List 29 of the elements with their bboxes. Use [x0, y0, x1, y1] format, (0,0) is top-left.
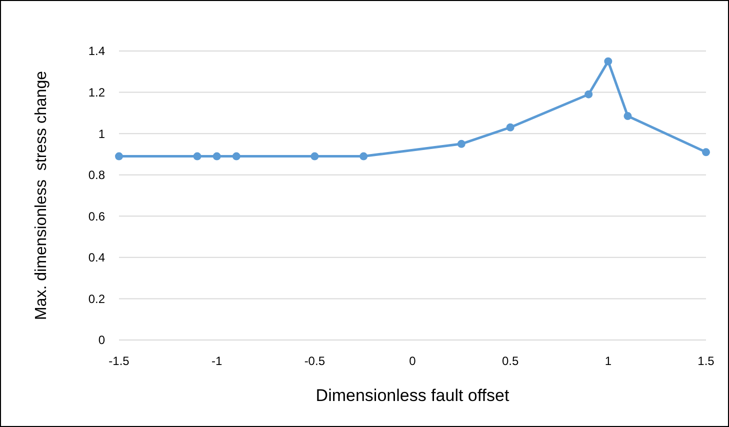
x-tick-label: -1 [211, 354, 222, 368]
x-tick-label: -0.5 [304, 354, 326, 368]
x-axis-title: Dimensionless fault offset [316, 386, 510, 405]
point [506, 123, 514, 132]
y-tick-label: 1.4 [88, 44, 106, 58]
point [457, 140, 466, 148]
y-tick-label: 0.6 [88, 209, 106, 224]
point [115, 152, 123, 160]
y-tick-label: 0.8 [88, 168, 106, 182]
x-tick-label: -1.5 [108, 354, 130, 368]
point [360, 152, 368, 160]
y-axis-title: Max. dimensionless stress change [33, 70, 50, 320]
point [310, 152, 319, 160]
point [193, 152, 202, 160]
x-tick-label: 1.5 [698, 354, 715, 368]
y-tick-label: 0.2 [88, 292, 106, 306]
point [702, 148, 710, 156]
y-tick-label: 0.4 [88, 250, 106, 265]
point [212, 152, 221, 160]
point [232, 152, 240, 160]
x-tick-label: 0.5 [502, 354, 519, 368]
x-tick-label: 0 [409, 354, 416, 368]
y-tick-label: 1.2 [88, 85, 106, 100]
point [604, 57, 612, 66]
y-tick-label: 0 [98, 333, 106, 348]
point [584, 90, 593, 98]
point [624, 112, 632, 120]
x-tick-label: 1 [604, 354, 612, 368]
y-tick-label: 1 [98, 126, 106, 141]
